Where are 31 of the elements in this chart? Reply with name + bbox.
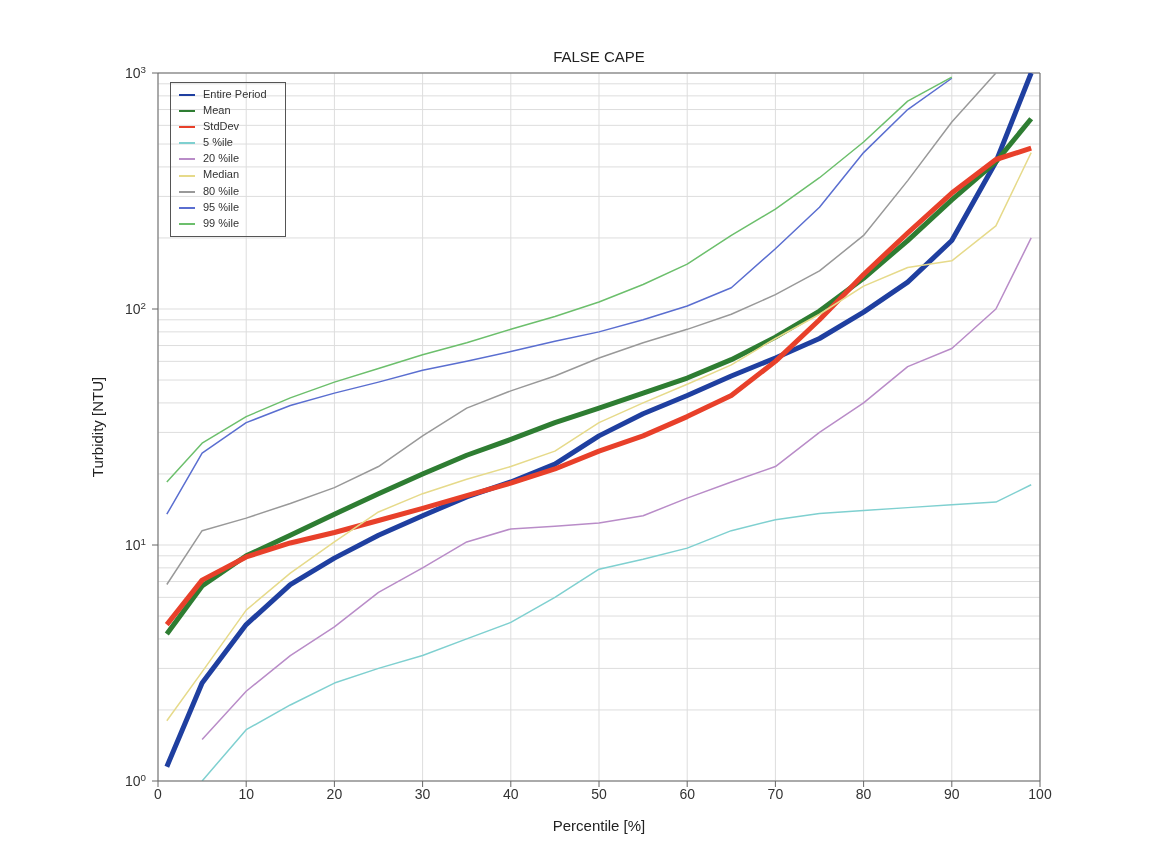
chart-title: FALSE CAPE <box>552 48 646 65</box>
x-tick-label: 10 <box>238 785 255 802</box>
x-tick-label: 90 <box>944 785 960 802</box>
x-axis-title: Percentile [%] <box>552 817 646 834</box>
legend-label: StdDev <box>203 120 240 133</box>
line-series <box>166 151 1032 722</box>
x-tick-label: 20 <box>326 785 343 802</box>
line-series <box>201 484 1032 781</box>
legend-label: 95 %ile <box>203 200 240 213</box>
x-tick-label: 80 <box>855 785 872 802</box>
legend-label: 20 %ile <box>203 152 240 165</box>
legend-label: Mean <box>203 104 231 117</box>
legend-label: Median <box>203 168 240 181</box>
y-tick-label: 10$^{0}$ <box>124 771 147 789</box>
x-tick-label: 50 <box>591 785 607 802</box>
y-tick-label: 10$^{3}$ <box>124 63 147 81</box>
x-tick-label: 100 <box>1028 785 1052 802</box>
y-tick-label: 10$^{2}$ <box>124 299 146 317</box>
x-tick-label: 30 <box>414 785 431 802</box>
y-axis-title: Turbidity [NTU] <box>89 376 107 478</box>
x-tick-label: 70 <box>767 785 784 802</box>
x-tick-label: 60 <box>679 785 696 802</box>
y-tick-label: 10$^{1}$ <box>124 535 146 553</box>
legend-label: 5 %ile <box>203 136 233 149</box>
legend-label: Entire Period <box>203 88 267 100</box>
line-series <box>166 73 997 586</box>
legend-label: 80 %ile <box>203 184 240 197</box>
x-tick-label: 0 <box>154 785 163 802</box>
x-tick-label: 40 <box>503 785 519 802</box>
legend-label: 99 %ile <box>203 216 240 229</box>
line-series <box>201 237 1032 741</box>
